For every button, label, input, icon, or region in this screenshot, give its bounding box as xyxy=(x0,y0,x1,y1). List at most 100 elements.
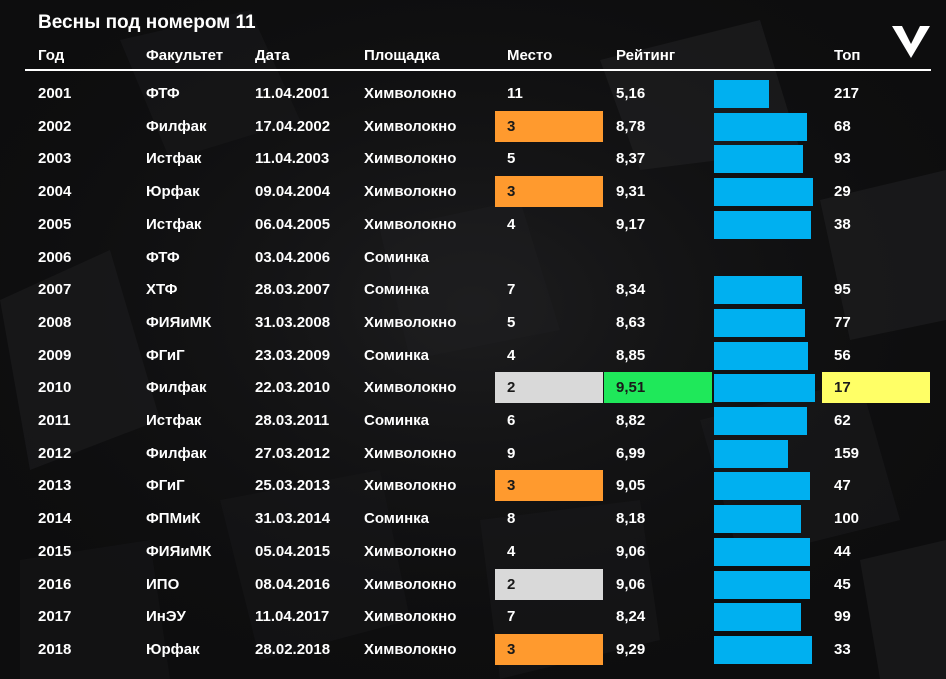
table-row: 2011 Истфак 28.03.2011 Соминка 6 8,82 62 xyxy=(0,404,946,437)
rating-bar xyxy=(714,603,801,632)
year-cell: 2004 xyxy=(38,183,72,201)
venue-cell: Химволокно xyxy=(364,117,457,135)
place-cell: 2 xyxy=(495,372,603,404)
year-cell: 2016 xyxy=(38,575,72,593)
place-cell: 4 xyxy=(507,542,516,560)
table-row: 2008 ФИЯиМК 31.03.2008 Химволокно 5 8,63 77 xyxy=(0,306,946,339)
top-cell: 77 xyxy=(834,313,851,331)
header-venue: Площадка xyxy=(364,47,440,64)
venue-cell: Химволокно xyxy=(364,150,457,168)
top-cell: 217 xyxy=(834,85,860,102)
top-cell: 95 xyxy=(834,281,851,299)
venue-cell: Химволокно xyxy=(364,379,457,397)
date-cell: 28.02.2018 xyxy=(255,640,331,658)
date-cell: 17.04.2002 xyxy=(255,117,331,135)
top-cell: 99 xyxy=(834,608,851,626)
rating-bar xyxy=(714,439,788,468)
year-cell: 2006 xyxy=(38,248,72,266)
rating-cell: 5,16 xyxy=(616,85,646,102)
place-cell: 3 xyxy=(495,633,603,665)
header-faculty: Факультет xyxy=(146,47,224,64)
rating-cell: 8,63 xyxy=(616,313,646,331)
place-cell: 3 xyxy=(495,176,603,208)
rating-bar xyxy=(714,308,805,337)
top-cell: 68 xyxy=(834,117,851,135)
venue-cell: Химволокно xyxy=(364,575,457,593)
year-cell: 2005 xyxy=(38,215,72,233)
faculty-cell: Юрфак xyxy=(146,183,200,201)
place-cell: 9 xyxy=(507,444,516,462)
date-cell: 09.04.2004 xyxy=(255,183,331,201)
table-row: 2015 ФИЯиМК 05.04.2015 Химволокно 4 9,06 44 xyxy=(0,535,946,568)
table-row: 2014 ФПМиК 31.03.2014 Соминка 8 8,18 100 xyxy=(0,502,946,535)
chart-title: Весны под номером 11 xyxy=(38,12,256,33)
top-cell: 56 xyxy=(834,346,851,364)
top-cell: 17 xyxy=(822,372,930,404)
date-cell: 03.04.2006 xyxy=(255,248,331,266)
faculty-cell: Истфак xyxy=(146,150,202,168)
year-cell: 2014 xyxy=(38,510,72,528)
rating-cell: 6,99 xyxy=(616,444,646,462)
venue-cell: Химволокно xyxy=(364,608,457,626)
header-date: Дата xyxy=(255,47,290,64)
table-row: 2009 ФГиГ 23.03.2009 Соминка 4 8,85 56 xyxy=(0,339,946,372)
rating-bar xyxy=(714,472,810,501)
year-cell: 2008 xyxy=(38,313,72,331)
top-cell: 44 xyxy=(834,542,851,560)
place-cell: 11 xyxy=(507,85,523,102)
faculty-cell: ФИЯиМК xyxy=(146,313,212,331)
top-cell: 62 xyxy=(834,412,851,429)
year-cell: 2012 xyxy=(38,444,72,462)
venue-cell: Химволокно xyxy=(364,542,457,560)
rating-bar xyxy=(714,635,812,664)
faculty-cell: ФТФ xyxy=(146,248,180,266)
top-cell: 100 xyxy=(834,510,860,528)
faculty-cell: ИнЭУ xyxy=(146,608,186,626)
rating-cell: 9,31 xyxy=(616,183,646,201)
venue-cell: Соминка xyxy=(364,412,430,429)
place-cell: 6 xyxy=(507,412,516,429)
table-row: 2003 Истфак 11.04.2003 Химволокно 5 8,37 93 xyxy=(0,142,946,175)
rating-cell: 8,85 xyxy=(616,346,646,364)
year-cell: 2009 xyxy=(38,346,72,364)
year-cell: 2001 xyxy=(38,85,72,102)
faculty-cell: ФГиГ xyxy=(146,346,185,364)
year-cell: 2015 xyxy=(38,542,72,560)
date-cell: 22.03.2010 xyxy=(255,379,331,397)
year-cell: 2003 xyxy=(38,150,72,168)
table-row: 2002 Филфак 17.04.2002 Химволокно 3 8,78 68 xyxy=(0,110,946,143)
place-cell: 5 xyxy=(507,150,516,168)
date-cell: 08.04.2016 xyxy=(255,575,331,593)
date-cell: 25.03.2013 xyxy=(255,477,331,495)
rating-bar xyxy=(714,80,769,108)
venue-cell: Соминка xyxy=(364,510,430,528)
date-cell: 27.03.2012 xyxy=(255,444,331,462)
date-cell: 31.03.2008 xyxy=(255,313,331,331)
venue-cell: Химволокно xyxy=(364,444,457,462)
table-row: 2018 Юрфак 28.02.2018 Химволокно 3 9,29 33 xyxy=(0,633,946,666)
year-cell: 2011 xyxy=(38,412,71,429)
table-row: 2010 Филфак 22.03.2010 Химволокно 2 9,51 17 xyxy=(0,371,946,404)
venue-cell: Соминка xyxy=(364,346,430,364)
table-row: 2012 Филфак 27.03.2012 Химволокно 9 6,99 159 xyxy=(0,437,946,470)
date-cell: 05.04.2015 xyxy=(255,542,331,560)
date-cell: 31.03.2014 xyxy=(255,510,331,528)
year-cell: 2018 xyxy=(38,640,72,658)
date-cell: 28.03.2007 xyxy=(255,281,331,299)
year-cell: 2002 xyxy=(38,117,72,135)
faculty-cell: Филфак xyxy=(146,444,207,462)
date-cell: 23.03.2009 xyxy=(255,346,331,364)
place-cell: 2 xyxy=(495,568,603,600)
v-logo-icon xyxy=(892,26,930,58)
place-cell: 4 xyxy=(507,346,516,364)
year-cell: 2013 xyxy=(38,477,72,495)
faculty-cell: Филфак xyxy=(146,117,207,135)
venue-cell: Соминка xyxy=(364,248,430,266)
venue-cell: Химволокно xyxy=(364,313,457,331)
rating-bar xyxy=(714,407,807,435)
faculty-cell: ФПМиК xyxy=(146,510,201,528)
rating-bar xyxy=(714,210,811,239)
date-cell: 06.04.2005 xyxy=(255,215,331,233)
top-cell: 29 xyxy=(834,183,851,201)
place-cell: 4 xyxy=(507,215,516,233)
